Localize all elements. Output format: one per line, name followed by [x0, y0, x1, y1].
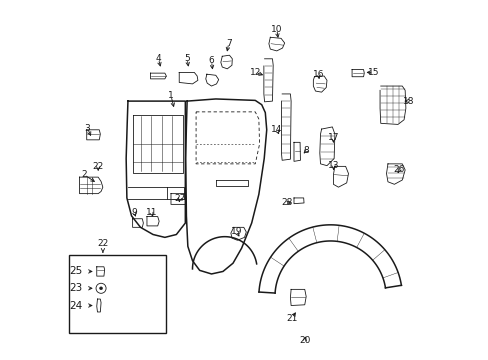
Text: 18: 18 [402, 96, 414, 105]
Text: 15: 15 [367, 68, 379, 77]
Text: 14: 14 [270, 125, 282, 134]
Text: 10: 10 [270, 25, 282, 34]
Text: 19: 19 [230, 228, 242, 237]
Text: 21: 21 [285, 314, 297, 323]
Text: 17: 17 [327, 133, 339, 142]
Text: 20: 20 [299, 336, 310, 345]
Text: 24: 24 [69, 301, 82, 311]
Text: 25: 25 [69, 266, 82, 276]
Text: 26: 26 [393, 166, 404, 175]
Bar [69, 255, 166, 333]
Text: 3: 3 [84, 123, 90, 132]
Text: 1: 1 [168, 91, 174, 100]
Text: 2: 2 [81, 170, 87, 179]
Text: 8: 8 [303, 146, 308, 155]
Text: 28: 28 [281, 198, 292, 207]
Text: 23: 23 [69, 283, 82, 293]
Text: 13: 13 [327, 161, 339, 170]
Circle shape [100, 287, 102, 290]
Text: 22: 22 [97, 239, 108, 248]
Text: 16: 16 [312, 70, 324, 79]
Text: 9: 9 [131, 208, 137, 217]
Text: 11: 11 [145, 208, 157, 217]
Text: 22: 22 [92, 162, 103, 171]
Text: 12: 12 [249, 68, 261, 77]
Text: 27: 27 [174, 194, 185, 203]
Text: 7: 7 [225, 39, 231, 48]
Text: 5: 5 [184, 54, 190, 63]
Text: 6: 6 [208, 57, 214, 66]
Text: 4: 4 [155, 54, 161, 63]
